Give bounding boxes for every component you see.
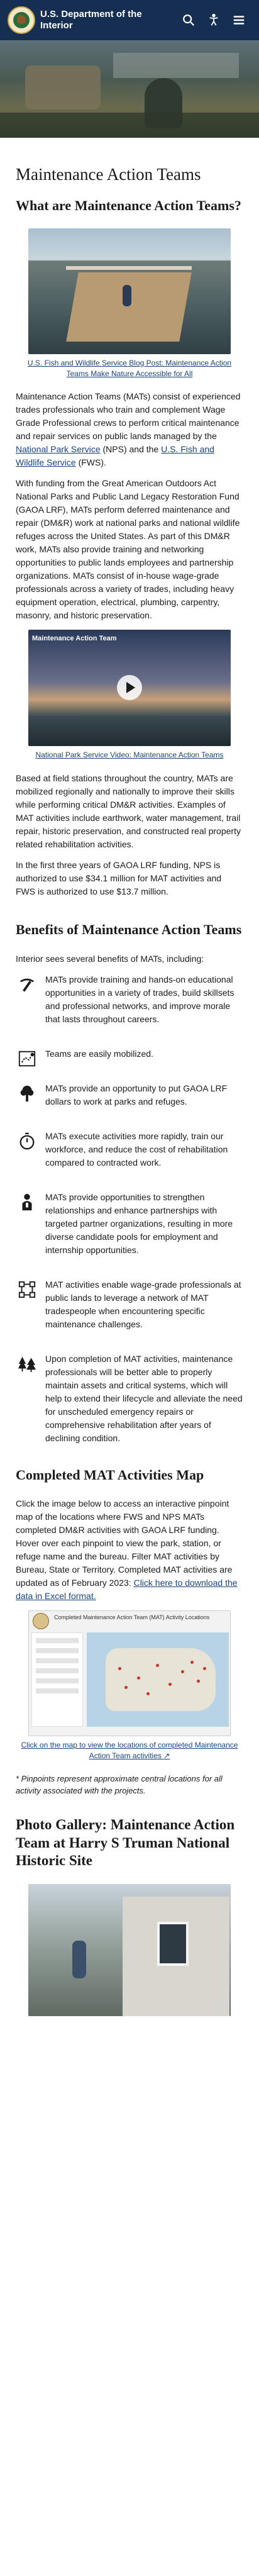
benefit-item: MATs provide opportunities to strengthen… [16,1191,243,1257]
doi-seal-logo[interactable] [8,6,35,34]
benefits-intro: Interior sees several benefits of MATs, … [16,953,204,964]
page-title: Maintenance Action Teams [16,165,201,184]
intro-paragraph-1: Maintenance Action Teams (MATs) consist … [16,390,243,469]
fws-blog-post-link[interactable]: U.S. Fish and Wildlife Service Blog Post… [27,358,232,378]
benefit-item: MATs provide training and hands-on educa… [16,973,243,1026]
map-caption-text: Click on the map to view the locations o… [21,1741,238,1761]
map-caption-link[interactable]: Click on the map to view the locations o… [21,1741,238,1760]
tree-icon [16,1082,38,1105]
map-paragraph: Click the image below to access an inter… [16,1497,243,1603]
site-title[interactable]: U.S. Department of the Interior [40,9,176,31]
stopwatch-icon [16,1130,38,1152]
intro-paragraph-3: Based at field stations throughout the c… [16,773,241,850]
download-excel-link[interactable]: Click here to download the data in Excel… [16,1578,238,1602]
intro-text-a: Maintenance Action Teams (MATs) consist … [16,391,241,442]
accessibility-icon[interactable] [201,8,226,33]
section-heading-gallery: Photo Gallery: Maintenance Action Team a… [16,1816,235,1869]
benefit-text: Upon completion of MAT activities, maint… [45,1353,243,1443]
map-image-header: Completed Maintenance Action Team (MAT) … [54,1614,210,1621]
nps-video-link[interactable]: National Park Service Video: Maintenance… [35,750,224,760]
section-heading-map: Completed MAT Activities Map [16,1466,204,1483]
map-paragraph-text: Click the image below to access an inter… [16,1498,233,1588]
benefit-text: MATs execute activities more rapidly, tr… [45,1130,228,1168]
forest-icon [16,1352,38,1375]
figure-video: Maintenance Action Team National Park Se… [16,630,243,761]
dock-photo[interactable] [28,228,231,354]
benefit-item: Teams are easily mobilized. [16,1047,243,1066]
pickaxe-icon [16,973,38,996]
site-title-line1: U.S. Department of the [40,9,142,20]
map-footnote: * Pinpoints represent approximate centra… [16,1773,223,1796]
benefit-item: MAT activities enable wage-grade profess… [16,1278,243,1331]
video-title: Maintenance Action Team [32,635,117,643]
intro-paragraph-2: With funding from the Great American Out… [16,478,240,621]
hero-image [0,40,259,138]
nps-link[interactable]: National Park Service [16,444,101,455]
section-heading-what: What are Maintenance Action Teams? [16,198,241,214]
benefit-item: Upon completion of MAT activities, maint… [16,1352,243,1445]
fws-link[interactable]: U.S. Fish and Wildlife Service [16,444,214,468]
people-icon [16,1191,38,1213]
mat-activities-map-image[interactable]: Completed Maintenance Action Team (MAT) … [28,1610,231,1737]
site-title-line2: Interior [40,20,73,31]
benefit-item: MATs provide an opportunity to put GAOA … [16,1082,243,1108]
network-icon [16,1278,38,1301]
hamburger-menu-icon[interactable] [226,8,251,33]
intro-paragraph-4: In the first three years of GAOA LRF fun… [16,860,222,897]
intro-text-b: (NPS) and the [100,444,162,455]
external-link-icon: ↗ [163,1751,170,1761]
figure-gallery [16,1884,243,2017]
section-heading-benefits: Benefits of Maintenance Action Teams [16,922,242,938]
benefit-text: MATs provide opportunities to strengthen… [45,1191,233,1255]
map-route-icon [16,1047,38,1070]
main-content: Maintenance Action Teams What are Mainte… [0,164,259,2017]
benefit-text: MATs provide an opportunity to put GAOA … [45,1083,228,1107]
gallery-photo[interactable] [28,1884,231,2017]
site-header: U.S. Department of the Interior [0,0,259,40]
intro-text-c: (FWS). [75,457,106,468]
video-player[interactable]: Maintenance Action Team [28,630,231,747]
benefits-list: MATs provide training and hands-on educa… [16,973,243,1445]
benefit-text: Teams are easily mobilized. [45,1048,153,1059]
play-icon[interactable] [117,675,142,701]
benefit-item: MATs execute activities more rapidly, tr… [16,1130,243,1169]
benefit-text: MAT activities enable wage-grade profess… [45,1279,241,1329]
figure-dock: U.S. Fish and Wildlife Service Blog Post… [16,228,243,379]
search-icon[interactable] [176,8,201,33]
benefit-text: MATs provide training and hands-on educa… [45,974,234,1024]
figure-map: Completed Maintenance Action Team (MAT) … [16,1610,243,1761]
